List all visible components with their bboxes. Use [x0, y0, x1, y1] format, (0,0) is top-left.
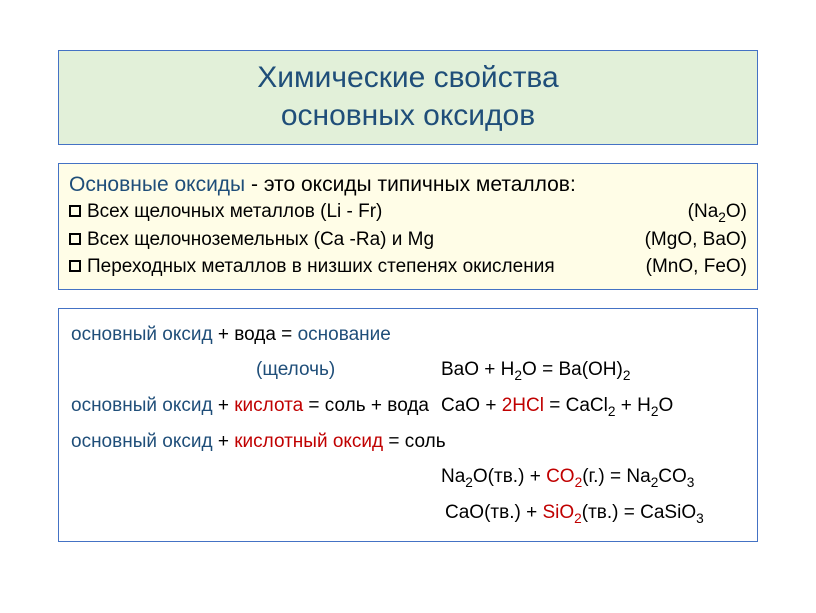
bullet-row: Всех щелочных металлов (Li - Fr) (Na2O)	[69, 199, 747, 227]
reaction-scheme: основный оксид + кислотный оксид = соль	[71, 424, 745, 459]
reaction-row: основный оксид + кислота = соль + вода C…	[71, 388, 745, 424]
title-line-1: Химические свойства	[59, 59, 757, 97]
bullet-example: (MnO, FeO)	[646, 254, 747, 281]
bullet-row: Переходных металлов в низших степенях ок…	[69, 254, 747, 281]
reaction-spacer	[71, 495, 441, 531]
bullet-row: Всех щелочноземельных (Ca -Ra) и Mg (MgO…	[69, 227, 747, 254]
reaction-scheme: основный оксид + кислота = соль + вода	[71, 388, 441, 424]
definition-lead-rest: - это оксиды типичных металлов:	[245, 173, 576, 196]
bullet-icon	[69, 260, 81, 272]
title-box: Химические свойства основных оксидов	[58, 50, 758, 145]
definition-lead-highlight: Основные оксиды	[69, 173, 245, 196]
reaction-equation: BaO + H2O = Ba(OH)2	[441, 352, 745, 388]
bullet-example: (MgO, BaO)	[645, 227, 747, 254]
bullet-icon	[69, 233, 81, 245]
reaction-equation: CaO(тв.) + SiO2(тв.) = CaSiO3	[441, 495, 745, 531]
definition-lead: Основные оксиды - это оксиды типичных ме…	[69, 170, 747, 199]
reaction-equation	[441, 317, 745, 352]
reaction-scheme: основный оксид + вода = основание	[71, 317, 441, 352]
reaction-spacer	[71, 459, 441, 495]
reaction-row: основный оксид + кислотный оксид = соль	[71, 424, 745, 459]
reactions-box: основный оксид + вода = основание (щелоч…	[58, 308, 758, 543]
definition-box: Основные оксиды - это оксиды типичных ме…	[58, 163, 758, 290]
bullet-icon	[69, 205, 81, 217]
reaction-row: (щелочь) BaO + H2O = Ba(OH)2	[71, 352, 745, 388]
title-line-2: основных оксидов	[59, 97, 757, 135]
reaction-scheme-indent: (щелочь)	[71, 352, 441, 388]
reaction-row: CaO(тв.) + SiO2(тв.) = CaSiO3	[71, 495, 745, 531]
reaction-row: Na2O(тв.) + CO2(г.) = Na2CO3	[71, 459, 745, 495]
reaction-row: основный оксид + вода = основание	[71, 317, 745, 352]
bullet-text: Переходных металлов в низших степенях ок…	[87, 254, 646, 281]
bullet-text: Всех щелочных металлов (Li - Fr)	[87, 199, 688, 226]
reaction-equation: Na2O(тв.) + CO2(г.) = Na2CO3	[441, 459, 745, 495]
bullet-text: Всех щелочноземельных (Ca -Ra) и Mg	[87, 227, 645, 254]
bullet-example: (Na2O)	[688, 199, 747, 227]
reaction-equation: CaO + 2HCl = CaCl2 + H2O	[441, 388, 745, 424]
